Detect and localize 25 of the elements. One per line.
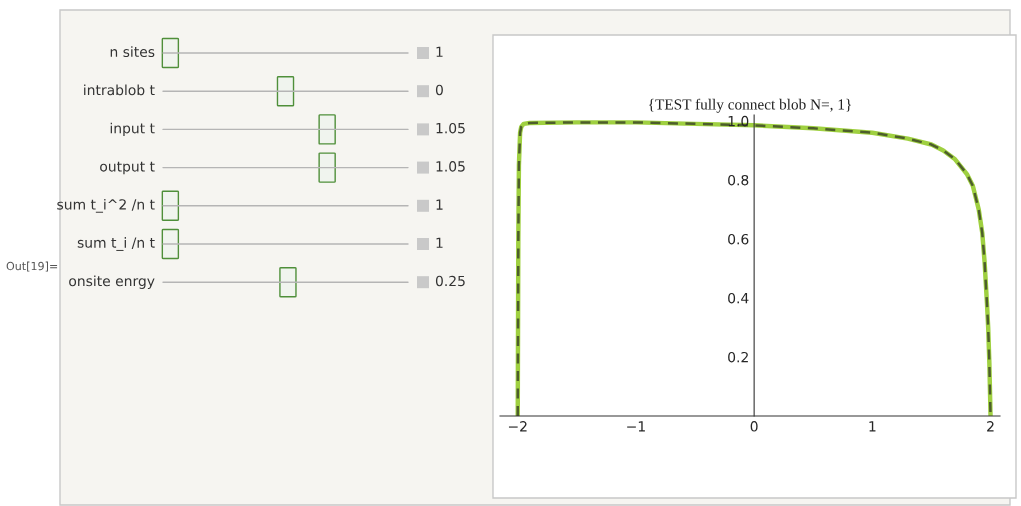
text: 0 [435,84,443,96]
x-tick-label: 2 [987,421,994,432]
text: onsite enrgy [69,275,155,289]
text: output t [100,161,155,175]
text: input t [110,122,155,137]
text: 1.05 [436,122,465,134]
text: 1 [436,237,443,248]
x-tick-label: −1 [627,421,645,432]
text: Out[19]= [6,261,58,272]
text: sum t_i^2 /n t [57,198,155,213]
x-tick-label: −2 [508,421,527,432]
chart-title: {TEST fully connect blob N=, 1} [649,98,851,113]
text: 1 [436,199,443,210]
x-tick-label: 0 [750,421,758,432]
y-tick-label: 0.2 [728,351,748,363]
text: 1.05 [436,161,465,172]
x-tick-label: 1 [869,421,876,432]
text: n sites [110,46,155,58]
text: intrablob t [84,84,155,96]
y-tick-label: 0.6 [728,233,749,245]
text: 1 [436,46,443,57]
y-tick-label: 0.8 [728,174,749,186]
y-tick-label: 0.4 [728,292,749,304]
text: sum t_i /n t [77,237,155,251]
text: 0.25 [435,275,465,287]
